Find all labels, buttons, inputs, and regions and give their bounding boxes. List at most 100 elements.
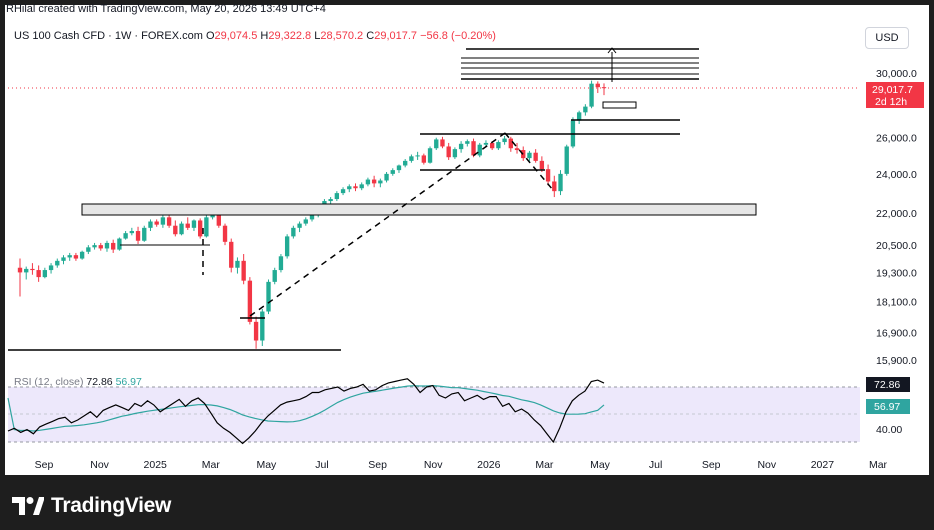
tradingview-brand: TradingView — [51, 494, 172, 517]
high-value: 29,322.8 — [268, 30, 312, 42]
time-axis: Sep Nov 2025 Mar May Jul Sep Nov 2026 Mar May Jul Se… — [35, 459, 888, 471]
drawings[interactable] — [8, 47, 757, 351]
svg-text:56.97: 56.97 — [874, 401, 900, 413]
price-tick-label: 16,900.0 — [876, 327, 917, 339]
tradingview-logo[interactable]: TradingView — [12, 494, 171, 518]
projection-arrowhead — [607, 47, 617, 54]
candle-body — [272, 270, 277, 282]
candle-body — [359, 184, 364, 189]
candle-body — [390, 170, 395, 174]
time-tick-label: 2027 — [811, 459, 835, 471]
candle-body — [191, 220, 197, 228]
supply-zone-box[interactable] — [81, 203, 757, 216]
candle-body — [340, 189, 346, 194]
candle-body — [545, 169, 551, 182]
candle-body — [36, 270, 41, 278]
price-badge: 29,017.7 2d 12h — [866, 82, 924, 108]
candle-body — [309, 215, 315, 220]
time-tick-label: 2026 — [477, 459, 501, 471]
candle-body — [135, 231, 141, 241]
candle-body — [98, 245, 103, 249]
rsi-legend-value: 72.86 — [86, 376, 113, 388]
candle-body — [552, 181, 557, 192]
fib-levels[interactable] — [461, 48, 699, 80]
candle-body — [79, 251, 85, 259]
candle-body — [266, 281, 271, 312]
candle-body — [452, 149, 458, 158]
price-tick-label: 15,900.0 — [876, 355, 917, 367]
candle-body — [247, 280, 253, 322]
candle-body — [502, 138, 507, 143]
candle-body — [496, 142, 501, 149]
candle-body — [104, 242, 110, 249]
rsi-legend-ma-value: 56.97 — [115, 376, 142, 388]
candle-body — [595, 83, 600, 88]
candle-body — [291, 227, 296, 237]
candle-body — [235, 260, 240, 268]
time-tick-label: Jul — [315, 459, 328, 471]
chart-canvas[interactable]: 30,000.0 26,000.0 24,000.0 22,000.0 20,500.0… — [0, 0, 934, 478]
target-box[interactable] — [602, 101, 637, 109]
time-tick-label: Nov — [424, 459, 443, 471]
tradingview-logo-icon — [12, 497, 44, 515]
candle-body — [421, 155, 427, 163]
candle-body — [440, 139, 445, 147]
candle-body — [160, 217, 166, 225]
candle-body — [210, 214, 215, 218]
time-tick-label: Sep — [702, 459, 721, 471]
time-tick-label: Nov — [757, 459, 776, 471]
currency-button[interactable]: USD — [865, 27, 909, 49]
time-tick-label: Nov — [90, 459, 109, 471]
open-value: 29,074.5 — [214, 30, 258, 42]
candle-body — [111, 242, 116, 250]
close-label: C — [366, 30, 375, 42]
time-tick-label: Sep — [35, 459, 54, 471]
candle-body — [434, 139, 439, 149]
candle-body — [42, 270, 48, 278]
trend-dashed-2[interactable] — [504, 132, 554, 191]
rsi-value-badge: 72.86 — [866, 377, 910, 392]
candle-body — [284, 236, 290, 257]
candle-body — [166, 217, 172, 226]
candles — [17, 80, 607, 349]
symbol-legend: US 100 Cash CFD · 1W · FOREX.com O29,074… — [14, 30, 496, 42]
candle-body — [365, 179, 371, 185]
candle-body — [154, 221, 159, 225]
candle-body — [185, 223, 190, 228]
svg-text:2d 12h: 2d 12h — [875, 96, 907, 108]
candle-body — [471, 141, 476, 156]
price-tick-label: 30,000.0 — [876, 68, 917, 80]
low-value: 28,570.2 — [320, 30, 364, 42]
candle-body — [353, 186, 358, 189]
candle-body — [564, 146, 569, 174]
candle-body — [371, 179, 377, 184]
change-value: −56.8 (−0.20%) — [420, 30, 496, 42]
trend-dashed-1[interactable] — [249, 132, 506, 317]
candle-body — [539, 160, 545, 170]
candle-body — [173, 225, 178, 235]
candle-body — [17, 267, 23, 273]
candle-body — [30, 268, 35, 271]
time-tick-label: May — [590, 459, 611, 471]
time-tick-label: Sep — [368, 459, 387, 471]
candle-body — [278, 256, 284, 271]
candle-body — [303, 219, 308, 224]
candle-body — [347, 186, 352, 190]
candle-body — [508, 138, 513, 149]
candle-body — [222, 225, 228, 242]
candle-body — [465, 141, 470, 144]
candle-body — [253, 321, 259, 341]
price-tick-label: 24,000.0 — [876, 169, 917, 181]
candle-body — [61, 257, 66, 261]
candle-body — [86, 247, 91, 252]
candle-body — [123, 233, 128, 239]
candle-body — [260, 311, 265, 341]
candle-body — [197, 220, 203, 237]
rsi-line — [7, 378, 605, 445]
candle-body — [216, 214, 221, 226]
candle-body — [148, 221, 153, 228]
time-tick-label: Mar — [535, 459, 554, 471]
candle-body — [24, 268, 29, 273]
candle-body — [92, 245, 97, 248]
time-tick-label: 2025 — [144, 459, 168, 471]
